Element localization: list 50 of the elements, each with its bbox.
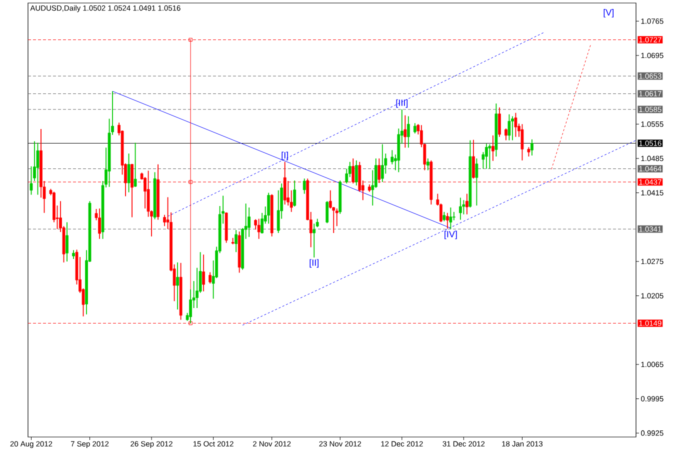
- candlestick: [530, 138, 534, 156]
- candlestick: [234, 230, 238, 253]
- candlestick: [527, 146, 530, 157]
- candlestick: [452, 211, 456, 221]
- candlestick: [514, 112, 518, 138]
- annotation: [III]: [396, 99, 408, 108]
- candlestick: [130, 163, 134, 218]
- candlestick: [176, 262, 179, 310]
- candlestick: [504, 128, 508, 141]
- candlestick: [134, 142, 137, 188]
- candlestick: [472, 139, 475, 180]
- candlestick: [404, 114, 407, 148]
- annotation: [I]: [282, 152, 288, 160]
- candlestick: [127, 153, 130, 193]
- candlestick: [498, 107, 501, 138]
- candlestick: [475, 158, 478, 206]
- candlestick: [511, 116, 514, 141]
- candlestick: [488, 144, 492, 170]
- candlestick: [446, 212, 449, 230]
- candlestick: [293, 180, 296, 207]
- candlestick: [302, 178, 306, 194]
- candlestick: [449, 207, 452, 230]
- candlestick: [208, 272, 212, 284]
- annotation: [V]: [604, 9, 614, 18]
- candlestick: [466, 193, 468, 215]
- candlestick: [426, 158, 430, 171]
- candlestick: [413, 122, 416, 134]
- candlestick: [520, 124, 524, 161]
- candlestick: [508, 114, 511, 141]
- candlestick: [36, 142, 40, 196]
- candlestick: [406, 116, 410, 148]
- candlestick: [380, 144, 384, 182]
- candlestick: [442, 211, 446, 222]
- candlestick: [30, 166, 33, 196]
- candlestick: [485, 143, 488, 170]
- candlestick: [354, 160, 358, 186]
- candlestick: [326, 200, 329, 224]
- candlestick: [312, 223, 316, 258]
- candlestick: [257, 218, 260, 240]
- annotation: [IV]: [444, 230, 457, 240]
- point: [188, 180, 192, 184]
- candlestick: [492, 134, 494, 162]
- candlestick: [66, 222, 68, 262]
- candlestick: [458, 197, 462, 220]
- candlestick: [248, 207, 251, 238]
- candlestick: [267, 192, 270, 224]
- candlestick: [98, 208, 101, 240]
- candlestick: [202, 254, 206, 292]
- annotation: [II]: [310, 259, 318, 268]
- candlestick: [328, 190, 332, 209]
